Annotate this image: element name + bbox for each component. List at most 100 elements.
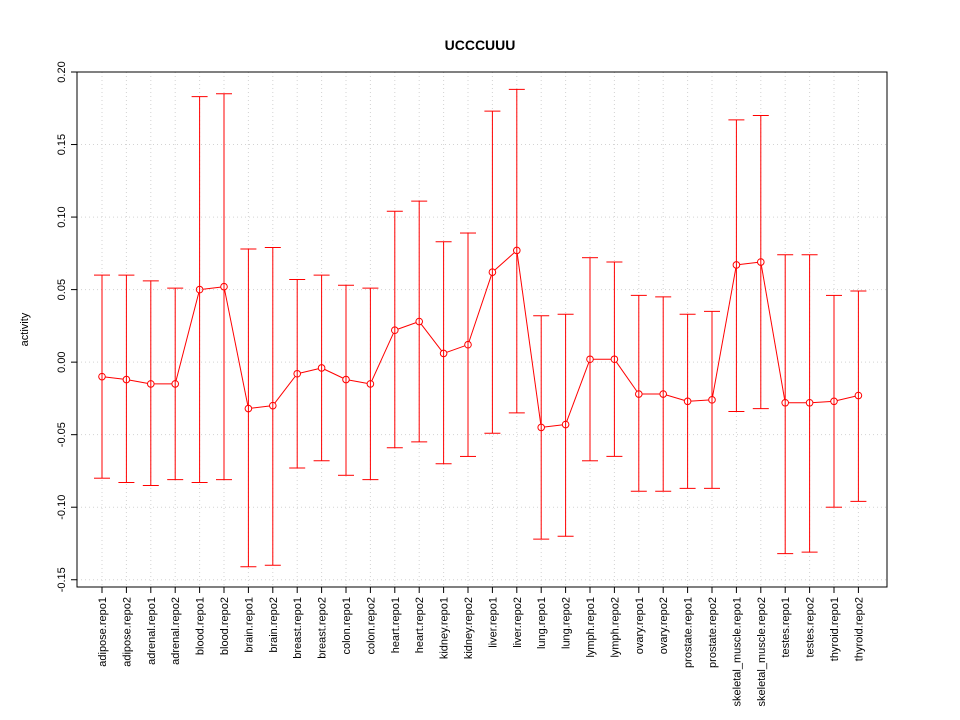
series-segment (712, 268, 737, 397)
data-point (220, 282, 228, 291)
x-tick-label: lung.repo2 (561, 597, 573, 649)
data-point (757, 258, 765, 266)
series-segment (812, 401, 831, 404)
series-segment (446, 345, 466, 353)
error-bars (94, 88, 867, 568)
y-tick-label: 0.10 (56, 206, 68, 227)
y-tick-label: -0.15 (56, 567, 68, 592)
series-segment (666, 394, 685, 401)
series-segment (324, 368, 344, 379)
y-axis-label: activity (19, 312, 31, 346)
data-point (98, 372, 106, 381)
x-tick-label: blood.repo1 (195, 597, 207, 655)
data-point (561, 420, 570, 429)
x-tick-label: kidney.repo2 (463, 597, 475, 659)
series-segment (175, 292, 200, 381)
x-tick-label: lung.repo1 (536, 597, 548, 649)
data-point (805, 398, 814, 407)
series-segment (420, 323, 442, 352)
x-tick-label: adipose.repo2 (121, 597, 133, 667)
series-segment (468, 275, 492, 342)
grid (77, 71, 887, 587)
x-tick-label: ovary.repo2 (658, 597, 670, 654)
data-point (269, 401, 277, 410)
x-tick-label: liver.repo2 (512, 597, 524, 648)
x-tick-label: breast.repo1 (292, 597, 304, 659)
series-segment (837, 395, 856, 402)
x-tick-label: testes.repo1 (780, 597, 792, 658)
data-point (488, 268, 497, 276)
data-point (171, 380, 179, 388)
series-segment (516, 253, 542, 425)
series-segment (494, 252, 515, 271)
data-point (195, 285, 204, 294)
x-tick-label: adrenal.repo1 (146, 597, 158, 665)
data-point (708, 396, 716, 404)
series-line (105, 252, 856, 428)
series-segment (739, 261, 758, 266)
plot-frame (76, 71, 888, 588)
y-tick-label: -0.05 (56, 422, 68, 447)
data-point (122, 375, 131, 384)
x-tick-label: heart.repo2 (414, 597, 426, 653)
y-axis: 0.20 0.15 0.10 0.05 0.00 -0.05 -0.10 -0.15 (56, 61, 77, 592)
x-tick-label: kidney.repo1 (439, 597, 451, 659)
series-segment (566, 362, 590, 422)
data-points (98, 246, 863, 432)
x-tick-label: skeletal_muscle.repo2 (756, 597, 768, 706)
x-tick-label: testes.repo2 (805, 597, 817, 658)
series-segment (544, 424, 563, 428)
x-tick-label: skeletal_muscle.repo1 (731, 597, 743, 706)
y-tick-label: 0.00 (56, 351, 68, 372)
x-tick-label: colon.repo1 (341, 597, 353, 655)
series-segment (349, 379, 368, 384)
x-tick-label: ovary.repo1 (634, 597, 646, 654)
data-point (342, 375, 350, 384)
data-point (635, 390, 643, 398)
x-tick-label: thyroid.repo2 (853, 597, 865, 661)
y-tick-label: 0.05 (56, 279, 68, 300)
x-tick-label: liver.repo1 (487, 597, 499, 648)
x-tick-label: prostate.repo2 (707, 597, 719, 668)
x-tick-label: lymph.repo1 (585, 597, 597, 658)
x-tick-label: brain.repo1 (243, 597, 255, 653)
chart-title: UCCCUUU (445, 37, 516, 53)
y-tick-label: 0.15 (56, 134, 68, 155)
data-point (293, 369, 302, 378)
data-point (854, 391, 863, 400)
series-segment (129, 379, 148, 384)
data-point (659, 390, 668, 398)
x-tick-label: thyroid.repo1 (829, 597, 841, 661)
data-point (513, 246, 521, 255)
series-segment (397, 322, 417, 330)
series-segment (274, 376, 296, 404)
data-point (781, 398, 790, 407)
series-segment (615, 361, 638, 392)
series-segment (371, 333, 394, 382)
series-segment (105, 376, 124, 380)
data-point (464, 340, 472, 349)
data-point (244, 404, 253, 413)
data-point (439, 349, 448, 358)
x-tick-label: adrenal.repo2 (170, 597, 182, 665)
x-tick-label: adipose.repo1 (97, 597, 109, 667)
x-axis: adipose.repo1 adipose.repo2 adrenal.repo1 a… (97, 587, 865, 706)
x-tick-label: breast.repo2 (317, 597, 329, 659)
data-point (830, 397, 838, 406)
x-tick-label: prostate.repo1 (683, 597, 695, 668)
data-point (683, 397, 692, 406)
data-point (610, 355, 619, 364)
x-tick-label: heart.repo1 (390, 597, 402, 653)
y-tick-label: 0.20 (56, 61, 68, 82)
x-tick-label: brain.repo2 (268, 597, 280, 653)
data-point (317, 364, 326, 372)
data-point (391, 326, 399, 335)
data-point (586, 355, 594, 364)
x-tick-label: blood.repo2 (219, 597, 231, 655)
series-segment (224, 289, 249, 406)
data-point (732, 261, 741, 269)
data-point (147, 380, 155, 388)
series-segment (251, 405, 270, 409)
